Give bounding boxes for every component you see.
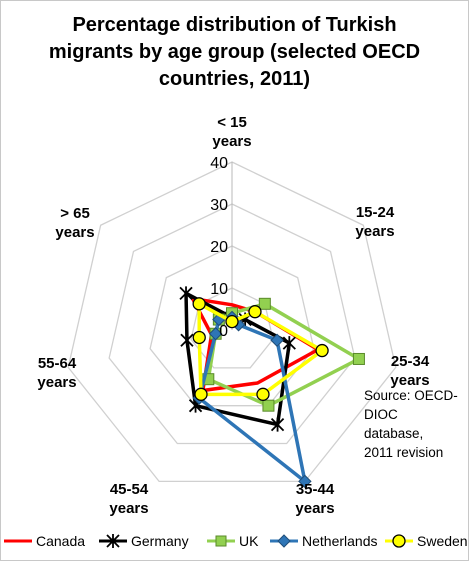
category-label: > 65 years — [55, 205, 94, 241]
source-line-3: database, — [364, 426, 424, 441]
chart-title-line-1: Percentage distribution of Turkish — [72, 14, 397, 36]
tick-label: 20 — [210, 239, 228, 256]
category-label: 55-64 years — [37, 355, 76, 391]
legend-label: UK — [239, 533, 259, 549]
grid-ring — [67, 161, 397, 483]
data-point — [179, 286, 193, 301]
legend-item-canada: Canada — [4, 533, 85, 549]
legend-item-sweden: Sweden — [385, 533, 468, 549]
grid-ring — [108, 203, 356, 445]
chart-legend: Canada Germany UK Netherlands Sweden — [4, 533, 468, 549]
data-point — [248, 305, 262, 319]
data-point — [258, 297, 271, 310]
data-point — [352, 352, 365, 365]
data-point — [225, 314, 239, 329]
legend-item-germany: Germany — [99, 533, 189, 549]
data-point — [262, 399, 275, 412]
chart-title-line-2: migrants by age group (selected OECD — [48, 41, 421, 63]
legend-marker — [392, 534, 406, 548]
category-label: 35-44 years — [295, 481, 334, 517]
chart-title-line-3: countries, 2011) — [158, 68, 311, 90]
data-point — [256, 387, 270, 401]
source-line-2: DIOC — [364, 407, 398, 422]
grid-ring — [149, 245, 315, 407]
legend-label: Sweden — [417, 533, 468, 549]
data-point — [282, 336, 296, 351]
legend-label: Canada — [36, 533, 85, 549]
data-point — [180, 333, 194, 348]
source-annotation: Source: OECD- DIOC database, 2011 revisi… — [364, 386, 458, 462]
data-point — [192, 297, 206, 311]
legend-marker — [215, 535, 227, 547]
legend-marker — [277, 534, 291, 548]
tick-label: 10 — [210, 281, 228, 298]
category-label: 25-34 years — [390, 353, 429, 389]
category-label: 45-54 years — [109, 481, 148, 517]
data-point — [194, 387, 208, 401]
radar-series — [179, 286, 365, 489]
category-labels: < 15 years 15-24 years 25-34 years 35-44 years 4… — [37, 114, 429, 517]
radial-tick-labels: 0 10 20 30 40 — [210, 155, 228, 340]
source-line-4: 2011 revision — [364, 445, 444, 460]
data-point — [315, 343, 329, 358]
chart-title: Percentage distribution of Turkish migra… — [0, 12, 469, 93]
tick-label: 0 — [219, 323, 228, 340]
source-line-1: Source: OECD- — [364, 388, 458, 403]
legend-marker — [106, 534, 120, 548]
data-point — [270, 417, 285, 432]
data-point — [270, 333, 284, 347]
category-label: 15-24 years — [355, 204, 394, 240]
legend-label: Germany — [131, 533, 189, 549]
data-point — [192, 330, 206, 345]
tick-label: 40 — [210, 155, 228, 172]
legend-label: Netherlands — [302, 533, 378, 549]
legend-item-uk: UK — [207, 533, 259, 549]
legend-item-netherlands: Netherlands — [270, 533, 378, 549]
data-point — [298, 474, 312, 489]
category-label: < 15 years — [212, 114, 251, 150]
tick-label: 30 — [210, 197, 228, 214]
data-point — [208, 327, 223, 341]
series-line — [184, 291, 292, 427]
series-sweden — [192, 297, 329, 401]
